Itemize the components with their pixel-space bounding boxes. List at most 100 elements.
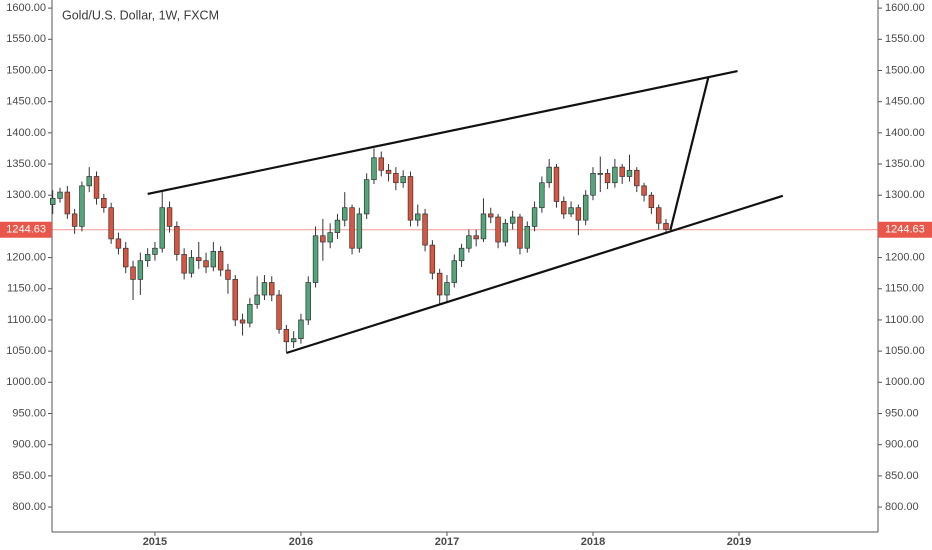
y-tick-label: 1000.00: [6, 376, 46, 388]
candle-body: [641, 185, 647, 196]
candle-body: [539, 182, 545, 209]
y-tick-label: 1500.00: [6, 64, 46, 76]
candle-body: [509, 216, 516, 224]
current-price-label: 1244.63: [6, 224, 46, 236]
y-tick-label: 1550.00: [885, 33, 925, 45]
candle-body: [363, 179, 370, 215]
candle-body: [108, 207, 114, 240]
candle-body: [93, 176, 100, 199]
y-tick-label: 1350.00: [885, 158, 925, 170]
candle-body: [276, 294, 282, 330]
current-price-label: 1244.63: [885, 224, 925, 236]
candle-body: [429, 244, 436, 274]
candle-body: [393, 173, 399, 184]
candle-body: [123, 247, 129, 268]
candle-body: [196, 257, 202, 262]
y-tick-label: 950.00: [885, 407, 919, 419]
candle-body: [50, 197, 56, 205]
candle-body: [604, 173, 611, 184]
chart-title: Gold/U.S. Dollar, 1W, FXCM: [62, 8, 219, 22]
candle-body: [451, 260, 457, 283]
candle-body: [385, 169, 392, 174]
candle-body: [597, 173, 604, 175]
trend-line: [286, 194, 784, 355]
y-tick-label: 1350.00: [6, 158, 46, 170]
y-tick-label: 1500.00: [885, 64, 925, 76]
candle-body: [312, 235, 319, 283]
y-tick-label: 1050.00: [885, 345, 925, 357]
y-tick-label: 1600.00: [6, 2, 46, 14]
candle-body: [480, 213, 487, 240]
y-tick-label: 1400.00: [885, 127, 925, 139]
y-tick-label: 850.00: [885, 470, 919, 482]
candle-body: [356, 213, 363, 249]
y-tick-label: 1100.00: [7, 314, 46, 326]
candle-body: [495, 216, 501, 243]
candle-body: [553, 166, 560, 202]
candle-body: [305, 282, 311, 321]
candle-body: [210, 250, 217, 268]
candle-body: [458, 247, 465, 262]
candle-body: [582, 194, 589, 221]
candle-body: [166, 207, 173, 227]
y-tick-label: 1150.00: [7, 283, 46, 295]
y-tick-label: 800.00: [885, 501, 919, 513]
candle-body: [152, 247, 158, 255]
y-tick-label: 1100.00: [885, 314, 924, 326]
candle-body: [247, 304, 253, 324]
candle-body: [371, 157, 377, 180]
y-tick-label: 900.00: [12, 439, 46, 451]
candle-body: [436, 272, 443, 296]
y-tick-label: 1200.00: [6, 251, 46, 263]
candle-body: [400, 176, 406, 184]
y-tick-label: 850.00: [12, 470, 46, 482]
candle-body: [101, 197, 107, 209]
candle-body: [130, 266, 136, 280]
candle-body: [79, 185, 85, 227]
candle-body: [378, 157, 384, 171]
candle-body: [159, 207, 165, 249]
x-tick-label: 2015: [143, 536, 167, 548]
candle-body: [144, 254, 151, 262]
candle-body: [86, 176, 92, 187]
candle-body: [546, 166, 552, 184]
candle-body: [225, 269, 231, 280]
candle-body: [444, 282, 450, 296]
candle-body: [466, 235, 472, 249]
candle-body: [254, 294, 260, 305]
x-tick-label: 2018: [581, 536, 605, 548]
candle-body: [57, 191, 63, 199]
candle-body: [115, 238, 122, 249]
y-tick-label: 1400.00: [6, 127, 46, 139]
candle-body: [334, 219, 341, 233]
candle-body: [261, 282, 268, 296]
candle-body: [174, 226, 180, 255]
y-tick-label: 1450.00: [885, 96, 925, 108]
y-tick-label: 800.00: [12, 501, 46, 513]
candle-body: [473, 235, 479, 240]
x-tick-label: 2019: [727, 536, 751, 548]
candle-body: [137, 260, 144, 280]
candle-body: [517, 216, 523, 249]
current-price-box: [878, 221, 932, 238]
candle-body: [575, 207, 582, 221]
candle-body: [634, 169, 640, 187]
candle-body: [590, 173, 596, 196]
candle-body: [217, 250, 224, 271]
y-tick-label: 1300.00: [885, 189, 925, 201]
y-tick-label: 1200.00: [885, 251, 925, 263]
candle-body: [239, 319, 246, 324]
candle-body: [327, 232, 333, 243]
candle-body: [320, 235, 326, 243]
candle-body: [298, 319, 304, 340]
candle-body: [290, 338, 297, 343]
candle-body: [655, 207, 662, 224]
candle-body: [612, 166, 618, 184]
candle-body: [232, 279, 238, 321]
candle-body: [64, 191, 71, 215]
candle-body: [181, 254, 187, 274]
candle-body: [422, 213, 428, 246]
candle-body: [283, 328, 290, 343]
